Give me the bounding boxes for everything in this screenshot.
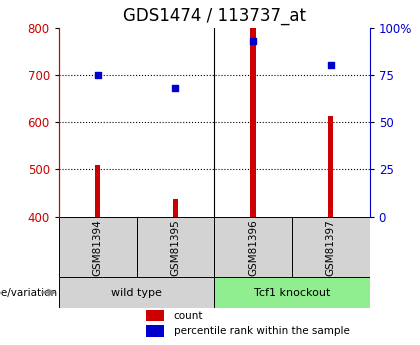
Bar: [59, 277, 214, 308]
Point: [94, 72, 101, 78]
Text: percentile rank within the sample: percentile rank within the sample: [174, 326, 350, 336]
Bar: [214, 217, 292, 277]
Text: Tcf1 knockout: Tcf1 knockout: [254, 287, 330, 297]
Point: [249, 38, 256, 43]
Bar: [214, 277, 370, 308]
Bar: [136, 217, 214, 277]
Text: genotype/variation: genotype/variation: [0, 287, 57, 297]
Bar: [146, 325, 165, 337]
Text: GSM81394: GSM81394: [93, 220, 102, 276]
Text: GSM81396: GSM81396: [248, 220, 258, 276]
Point: [328, 63, 334, 68]
Text: GSM81397: GSM81397: [326, 220, 336, 276]
Bar: [173, 199, 178, 217]
Bar: [59, 217, 136, 277]
Text: count: count: [174, 310, 203, 321]
Bar: [328, 116, 333, 217]
Bar: [95, 165, 100, 217]
Bar: [146, 310, 165, 322]
Text: GSM81395: GSM81395: [171, 220, 180, 276]
Point: [172, 85, 179, 91]
Bar: [292, 217, 370, 277]
Bar: [250, 28, 256, 217]
Text: wild type: wild type: [111, 287, 162, 297]
Title: GDS1474 / 113737_at: GDS1474 / 113737_at: [123, 7, 306, 25]
